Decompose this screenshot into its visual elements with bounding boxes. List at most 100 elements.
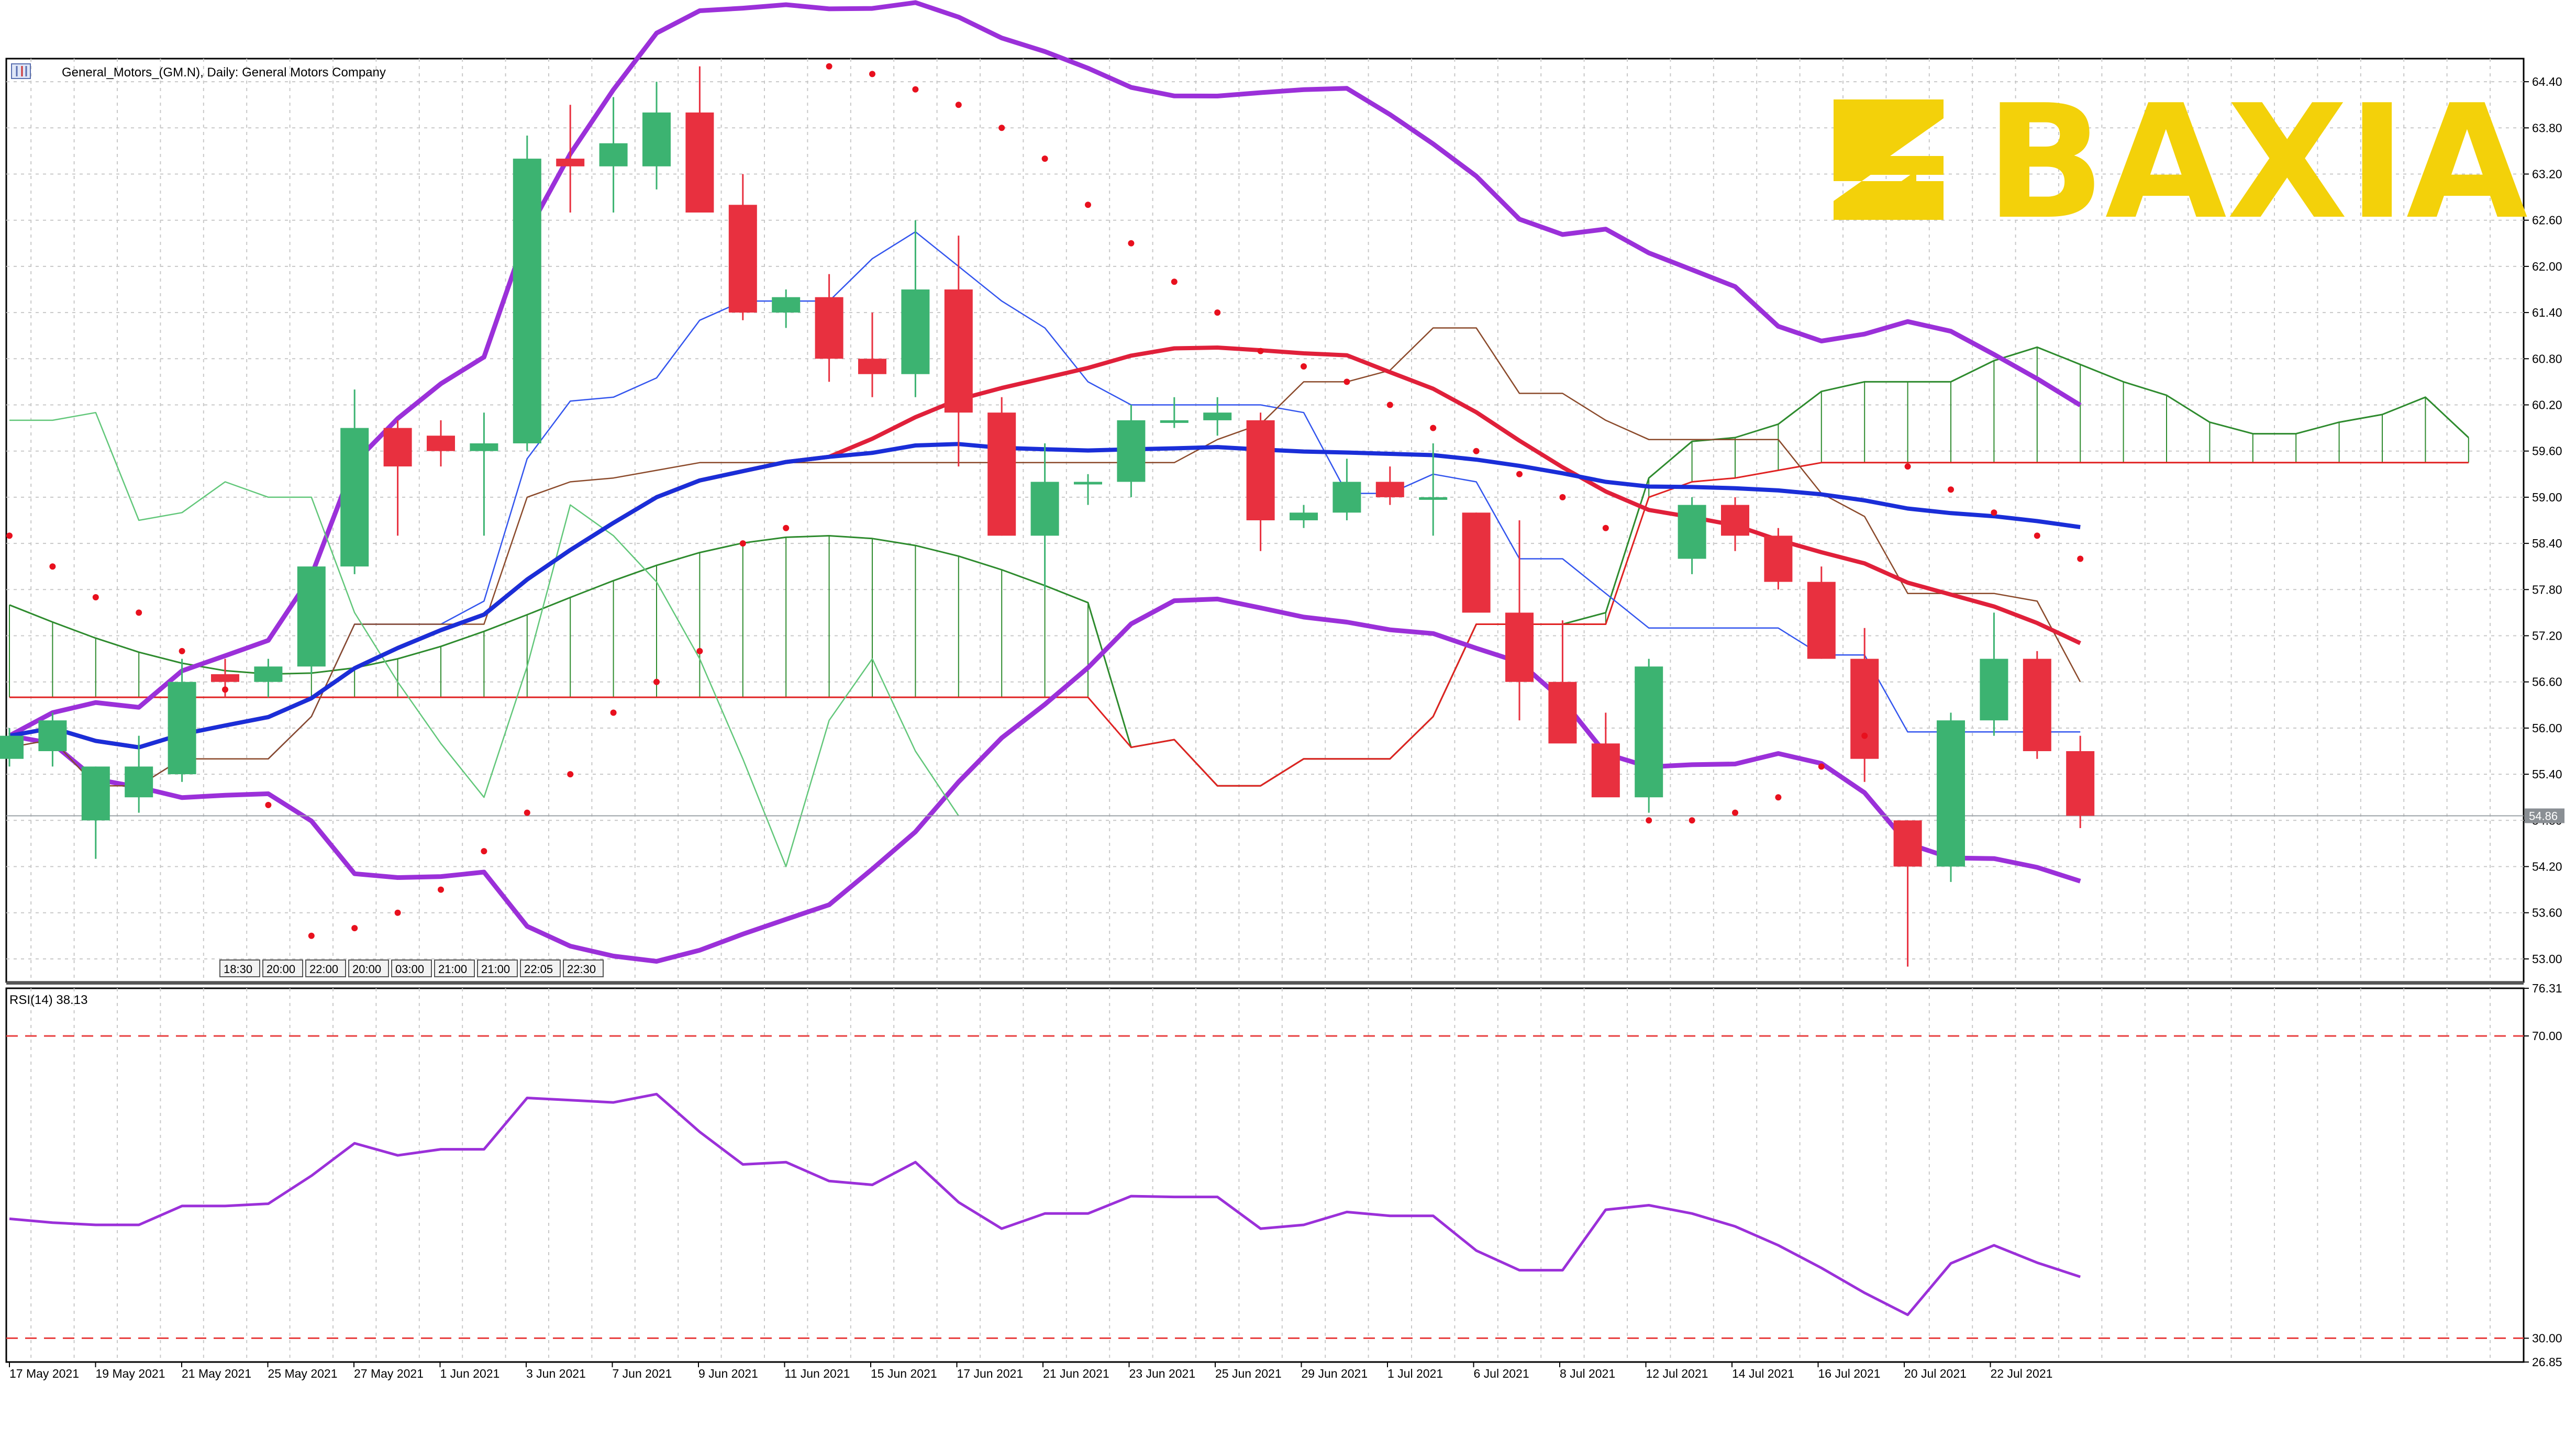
price-label: 53.60 <box>2532 906 2562 920</box>
session-tag: 20:00 <box>352 963 381 976</box>
candle <box>1548 620 1577 744</box>
candle <box>1117 405 1146 497</box>
psar-dot <box>1991 509 1997 516</box>
candle <box>599 97 628 213</box>
date-label: 25 May 2021 <box>268 1367 338 1380</box>
price-label: 59.00 <box>2532 490 2562 504</box>
candle <box>1807 566 1836 659</box>
psar-dot <box>826 63 832 70</box>
psar-dot <box>1085 202 1091 208</box>
candle-body <box>81 766 110 821</box>
candle <box>1203 397 1232 436</box>
price-label: 58.40 <box>2532 537 2562 550</box>
rsi-tick-label: 70.00 <box>2532 1029 2562 1043</box>
psar-dot <box>1948 486 1954 493</box>
price-label: 62.00 <box>2532 260 2562 273</box>
candle-body <box>1030 482 1059 536</box>
candle <box>297 566 326 674</box>
candle <box>1635 658 1663 813</box>
price-label: 57.20 <box>2532 629 2562 643</box>
candle <box>1333 459 1361 520</box>
candle-body <box>685 112 714 213</box>
current-price-value: 54.86 <box>2529 809 2558 822</box>
psar-dot <box>2077 555 2084 562</box>
candle <box>0 728 24 767</box>
session-tag: 03:00 <box>395 963 424 976</box>
psar-dot <box>653 678 660 685</box>
current-price-badge <box>2525 808 2564 823</box>
date-label: 14 Jul 2021 <box>1732 1367 1794 1380</box>
session-tag-box <box>477 959 518 977</box>
date-label: 23 Jun 2021 <box>1129 1367 1196 1380</box>
psar-dot <box>1257 348 1264 354</box>
candle-body <box>1246 420 1275 520</box>
price-label: 54.20 <box>2532 860 2562 874</box>
psar-dot <box>92 594 99 600</box>
candle-body <box>987 412 1016 536</box>
psar-dot <box>955 102 962 108</box>
session-tag: 18:30 <box>224 963 252 976</box>
rsi-tick-label: 30.00 <box>2532 1332 2562 1345</box>
session-tag-box <box>520 959 561 977</box>
senkou-span-b-line <box>9 462 2469 787</box>
price-label: 61.40 <box>2532 306 2562 319</box>
rsi-label: RSI(14) 38.13 <box>9 993 87 1007</box>
date-label: 25 Jun 2021 <box>1215 1367 1282 1380</box>
session-tag: 21:00 <box>481 963 510 976</box>
candle <box>2023 651 2051 759</box>
price-label: 56.00 <box>2532 721 2562 735</box>
date-label: 17 May 2021 <box>9 1367 79 1380</box>
candle <box>1591 712 1620 798</box>
candle-body <box>1074 482 1102 485</box>
parabolic-sar-dots <box>6 63 2084 939</box>
baxia-logo: BAXIA <box>1834 71 2529 254</box>
psar-dot <box>783 524 790 531</box>
psar-dot <box>1214 309 1221 316</box>
psar-dot <box>998 125 1005 131</box>
psar-dot <box>351 925 358 932</box>
psar-dot <box>1818 763 1825 770</box>
psar-dot <box>1904 463 1911 470</box>
candle-body <box>427 436 455 451</box>
session-tag-box <box>348 959 389 977</box>
date-label: 7 Jun 2021 <box>613 1367 672 1380</box>
candle-body <box>944 289 973 413</box>
candle-body <box>254 666 283 682</box>
session-time-tags: 18:30 20:00 22:00 20:00 03:00 21:00 21:00 22:05… <box>219 959 604 977</box>
chart-title: General_Motors_(GM.N), Daily: General Mo… <box>62 65 386 80</box>
date-label: 6 Jul 2021 <box>1474 1367 1529 1380</box>
session-tag-box <box>305 959 346 977</box>
candle <box>1160 397 1189 428</box>
candle-body <box>1721 505 1749 536</box>
psar-dot <box>567 771 574 778</box>
candle-body <box>815 297 843 359</box>
candle-body <box>1462 512 1491 613</box>
candle-body <box>858 359 886 374</box>
candle-body <box>772 297 801 313</box>
session-tag: 22:05 <box>524 963 553 976</box>
chikou-span-line <box>9 411 959 867</box>
psar-dot <box>179 648 185 654</box>
psar-dot <box>869 71 875 77</box>
bollinger-lower-band <box>9 596 2081 964</box>
date-label: 15 Jun 2021 <box>871 1367 937 1380</box>
candle-body <box>1160 420 1189 423</box>
baxia-logo-text: BAXIA <box>1985 71 2529 254</box>
psar-dot <box>912 86 919 93</box>
psar-dot <box>1775 794 1782 801</box>
candle <box>728 174 757 320</box>
price-label: 56.60 <box>2532 675 2562 689</box>
rsi-axis: 76.31 70.00 30.00 26.85 <box>2524 981 2562 1369</box>
candle <box>901 220 930 397</box>
candlesticks[interactable] <box>0 66 2095 967</box>
psar-dot <box>1430 425 1437 431</box>
candle-body <box>125 766 153 798</box>
candle-body <box>297 566 326 667</box>
price-label: 60.80 <box>2532 352 2562 365</box>
chart-header: General_Motors_(GM.N), Daily: General Mo… <box>11 63 386 80</box>
psar-dot <box>438 886 444 893</box>
psar-dot <box>1559 494 1566 500</box>
candle-body <box>1505 612 1534 682</box>
psar-dot <box>696 648 703 654</box>
psar-dot <box>136 609 142 616</box>
